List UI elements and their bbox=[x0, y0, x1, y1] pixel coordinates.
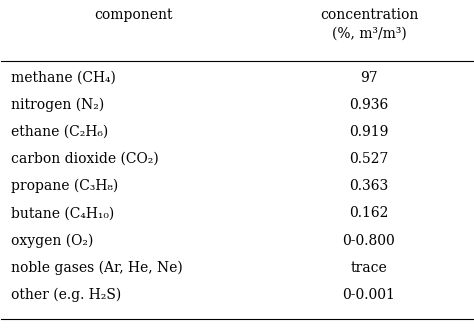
Text: propane (C₃H₈): propane (C₃H₈) bbox=[11, 179, 118, 193]
Text: 0.162: 0.162 bbox=[349, 206, 389, 220]
Text: 0.363: 0.363 bbox=[349, 179, 389, 193]
Text: 0.527: 0.527 bbox=[349, 152, 389, 166]
Text: noble gases (Ar, He, Ne): noble gases (Ar, He, Ne) bbox=[11, 261, 182, 275]
Text: 0-0.001: 0-0.001 bbox=[343, 288, 395, 302]
Text: 97: 97 bbox=[360, 70, 378, 85]
Text: other (e.g. H₂S): other (e.g. H₂S) bbox=[11, 288, 121, 302]
Text: 0-0.800: 0-0.800 bbox=[343, 234, 395, 248]
Text: concentration: concentration bbox=[320, 8, 418, 22]
Text: ethane (C₂H₆): ethane (C₂H₆) bbox=[11, 125, 108, 139]
Text: 0.919: 0.919 bbox=[349, 125, 389, 139]
Text: nitrogen (N₂): nitrogen (N₂) bbox=[11, 97, 104, 112]
Text: methane (CH₄): methane (CH₄) bbox=[11, 70, 116, 85]
Text: (%, m³/m³): (%, m³/m³) bbox=[332, 27, 406, 41]
Text: trace: trace bbox=[351, 261, 387, 275]
Text: oxygen (O₂): oxygen (O₂) bbox=[11, 233, 93, 248]
Text: carbon dioxide (CO₂): carbon dioxide (CO₂) bbox=[11, 152, 159, 166]
Text: 0.936: 0.936 bbox=[349, 98, 389, 112]
Text: butane (C₄H₁₀): butane (C₄H₁₀) bbox=[11, 206, 114, 220]
Text: component: component bbox=[94, 8, 173, 22]
